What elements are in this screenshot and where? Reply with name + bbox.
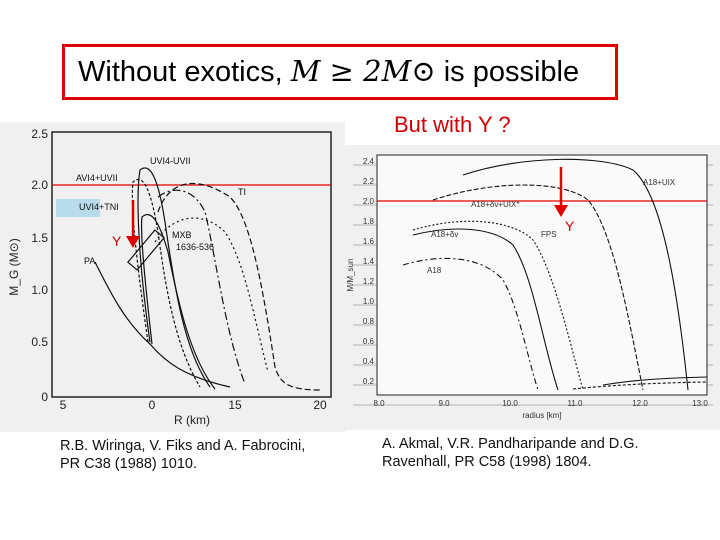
right-curve [572,381,708,390]
right-y-tick: 2.2 [363,177,375,186]
curve-label: AVI4+UVII [76,173,118,183]
left-y-tick: 1.0 [31,283,48,297]
left-x-tick: 15 [228,398,242,412]
right-y-arrow: Y [554,167,575,234]
right-curves [402,158,708,391]
right-y-tick: 0.6 [363,337,375,346]
left-y-tick: 1.5 [31,231,48,245]
right-caption-line: A. Akmal, V.R. Pandharipande and D.G. [382,436,639,452]
right-y-tick: 0.2 [363,377,375,386]
title-box [62,44,618,100]
left-curve [154,217,269,373]
right-y-ticks: 2.4 2.2 2.0 1.8 1.6 1.4 1.2 1.0 0.8 0.6 … [363,157,375,386]
left-caption-line: R.B. Wiringa, V. Fiks and A. Fabrocini, [60,438,306,454]
question-text: But with Y ? [394,112,511,137]
right-y-tick: 2.4 [363,157,375,166]
mxb-box [127,229,165,271]
right-x-ticks: 8.0 9.0 10.0 11.0 12.0 13.0 [373,399,708,408]
left-curve [137,167,211,388]
left-curves [94,167,321,391]
left-y-tick: 0 [41,390,48,404]
left-y-tick: 2.0 [31,178,48,192]
left-x-tick: 20 [313,398,327,412]
right-y-tick: 1.0 [363,297,375,306]
right-x-tick: 11.0 [568,399,584,408]
slide-title: Without exotics, M ≥ 2M⊙ is possible [78,54,579,89]
right-y-axis-label: M/M_sun [346,259,355,292]
right-curve [402,257,539,391]
right-curve-labels: A18+UIX A18+δv+UIX* A18+δv FPS A18 [427,178,676,275]
left-figure: M_G (M⊙) 2.5 2.0 1.5 1.0 0.5 0 5 0 15 20… [0,122,345,432]
right-x-tick: 12.0 [632,399,648,408]
left-y-axis-label: M_G (M⊙) [7,238,21,295]
right-y-tick: 0.8 [363,317,375,326]
title-suffix: is possible [443,56,580,88]
left-y-tick: 0.5 [31,335,48,349]
right-y-tick: 2.0 [363,197,375,206]
right-y-tick: 1.4 [363,257,375,266]
right-y-tick: 0.4 [363,357,375,366]
left-y-arrow: Y [112,200,140,249]
left-x-ticks: 5 0 15 20 [60,398,327,412]
curve-label: A18 [427,266,442,275]
right-curve [432,184,644,391]
curve-label: UVI4+TNI [79,202,119,212]
left-x-tick: 5 [60,398,67,412]
right-x-axis-label: radius [km] [522,411,561,420]
right-curve [602,376,708,386]
right-x-tick: 10.0 [502,399,518,408]
left-curve [157,182,321,391]
right-y-tick: 1.8 [363,217,375,226]
left-curve-labels: UVI4-UVII AVI4+UVII UVI4+TNI TI MXB 1636… [56,156,246,266]
curve-label: 1636-536 [176,242,214,252]
right-figure: M/M_sun 2.4 2.2 2.0 1.8 1.6 1.4 1.2 1.0 … [343,145,720,430]
left-y-marker: Y [112,233,122,249]
curve-label: FPS [541,230,557,239]
right-x-tick: 8.0 [373,399,385,408]
title-math: M ≥ 2M⊙ [290,54,436,88]
right-y-tick: 1.6 [363,237,375,246]
right-x-tick: 13.0 [692,399,708,408]
left-caption-line: PR C38 (1988) 1010. [60,456,198,472]
right-curve [412,228,559,391]
curve-label: PA [84,256,95,266]
right-caption-line: Ravenhall, PR C58 (1998) 1804. [382,454,592,470]
left-x-axis-label: R (km) [174,413,210,427]
right-y-marker: Y [565,218,575,234]
right-x-tick: 9.0 [438,399,450,408]
left-caption: R.B. Wiringa, V. Fiks and A. Fabrocini, … [60,437,305,473]
left-curve [157,189,246,385]
right-curve [412,220,584,391]
right-curve [462,158,689,391]
curve-label: A18+δv+UIX* [471,200,519,209]
left-x-tick: 0 [149,398,156,412]
curve-label: A18+δv [431,230,458,239]
curve-label: A18+UIX [643,178,676,187]
left-curve [131,178,201,388]
left-plot-frame [51,131,332,398]
left-y-tick: 2.5 [31,127,48,141]
left-y-ticks: 2.5 2.0 1.5 1.0 0.5 0 [31,127,48,404]
curve-label: TI [238,187,246,197]
curve-label: MXB [172,230,192,240]
left-curve [94,261,231,388]
title-prefix: Without exotics, [78,56,283,88]
left-curve [140,214,216,390]
right-caption: A. Akmal, V.R. Pandharipande and D.G. Ra… [382,435,639,471]
curve-label: UVI4-UVII [150,156,191,166]
right-y-tick: 1.2 [363,277,375,286]
right-plot-frame [376,154,708,396]
